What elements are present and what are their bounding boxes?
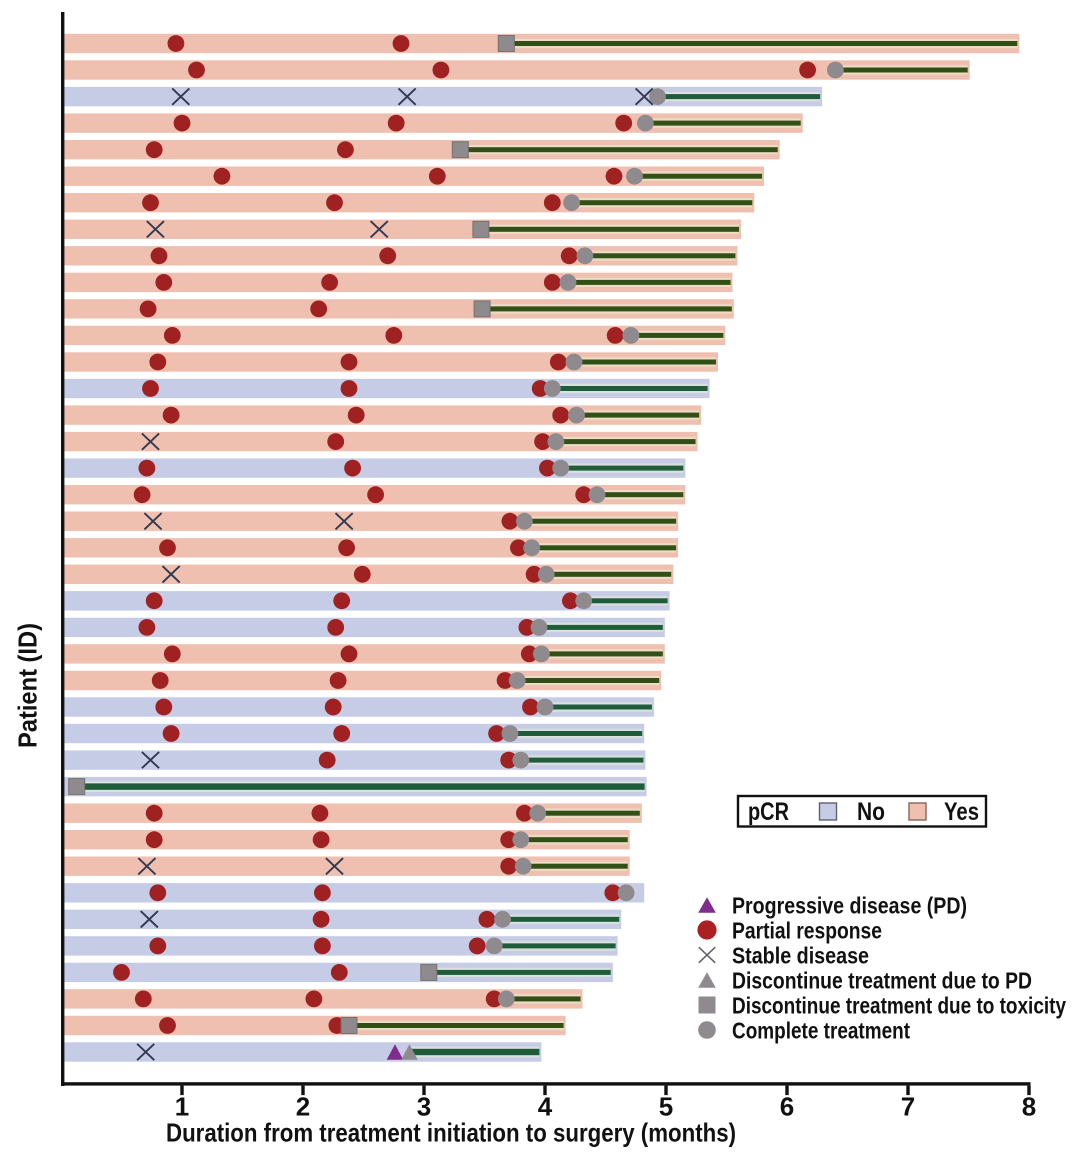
- svg-text:6: 6: [780, 1092, 794, 1122]
- svg-text:1: 1: [175, 1092, 189, 1122]
- svg-text:Partial response: Partial response: [732, 917, 882, 943]
- svg-text:Yes: Yes: [944, 798, 979, 826]
- svg-text:No: No: [857, 798, 885, 826]
- svg-text:3: 3: [417, 1092, 431, 1122]
- svg-text:Progressive disease (PD): Progressive disease (PD): [732, 892, 967, 918]
- svg-text:Stable disease: Stable disease: [732, 942, 869, 968]
- svg-text:2: 2: [296, 1092, 310, 1122]
- svg-text:5: 5: [659, 1092, 673, 1122]
- svg-text:Patient (ID): Patient (ID): [13, 623, 43, 748]
- svg-text:8: 8: [1022, 1092, 1036, 1122]
- svg-text:Complete treatment: Complete treatment: [732, 1017, 910, 1043]
- svg-text:pCR: pCR: [748, 798, 789, 826]
- svg-text:Discontinue treatment due to t: Discontinue treatment due to toxicity: [732, 992, 1066, 1018]
- svg-text:Duration from treatment initia: Duration from treatment initiation to su…: [166, 1118, 736, 1148]
- svg-text:7: 7: [901, 1092, 915, 1122]
- svg-text:4: 4: [538, 1092, 553, 1122]
- svg-text:Discontinue treatment due to P: Discontinue treatment due to PD: [732, 967, 1032, 993]
